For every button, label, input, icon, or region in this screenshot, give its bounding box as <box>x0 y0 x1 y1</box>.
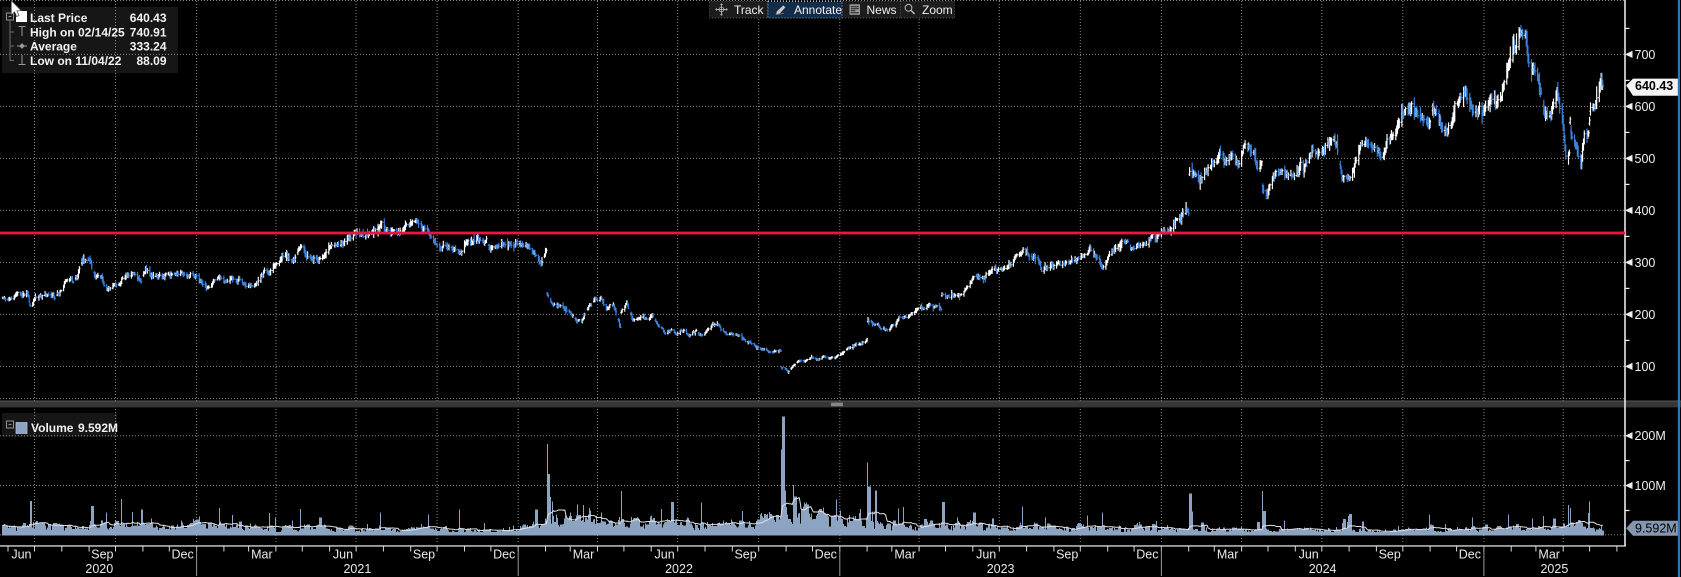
svg-text:Volume: Volume <box>31 421 74 435</box>
svg-text:Dec: Dec <box>171 548 193 562</box>
svg-text:9.592M: 9.592M <box>78 421 118 435</box>
svg-text:Average: Average <box>30 39 77 53</box>
svg-text:600: 600 <box>1635 100 1656 114</box>
svg-text:Jun: Jun <box>1299 548 1319 562</box>
svg-text:Dec: Dec <box>493 548 515 562</box>
svg-text:100: 100 <box>1635 360 1656 374</box>
svg-text:Dec: Dec <box>1459 548 1481 562</box>
svg-text:Dec: Dec <box>1136 548 1158 562</box>
svg-text:333.24: 333.24 <box>130 39 167 53</box>
svg-text:Mar: Mar <box>1217 548 1239 562</box>
svg-text:Mar: Mar <box>894 548 916 562</box>
svg-text:640.43: 640.43 <box>1635 79 1673 93</box>
svg-text:High on 02/14/25: High on 02/14/25 <box>30 25 125 39</box>
svg-text:Jun: Jun <box>976 548 996 562</box>
svg-text:Mar: Mar <box>1538 548 1560 562</box>
svg-text:Sep: Sep <box>734 548 756 562</box>
svg-text:2024: 2024 <box>1309 562 1337 576</box>
svg-text:200: 200 <box>1635 308 1656 322</box>
svg-text:Zoom: Zoom <box>922 3 953 17</box>
svg-text:Jun: Jun <box>11 548 31 562</box>
svg-text:400: 400 <box>1635 204 1656 218</box>
svg-text:700: 700 <box>1635 48 1656 62</box>
svg-text:88.09: 88.09 <box>136 54 166 68</box>
svg-text:640.43: 640.43 <box>130 11 167 25</box>
svg-text:Sep: Sep <box>1379 548 1401 562</box>
svg-text:Dec: Dec <box>815 548 837 562</box>
svg-text:Sep: Sep <box>413 548 435 562</box>
svg-text:Annotate: Annotate <box>794 3 842 17</box>
svg-text:Sep: Sep <box>1056 548 1078 562</box>
svg-text:Jun: Jun <box>655 548 675 562</box>
svg-text:300: 300 <box>1635 256 1656 270</box>
svg-text:Low on 11/04/22: Low on 11/04/22 <box>30 54 122 68</box>
svg-text:2022: 2022 <box>665 562 693 576</box>
svg-text:Last Price: Last Price <box>30 11 88 25</box>
svg-text:Jun: Jun <box>333 548 353 562</box>
svg-text:Mar: Mar <box>573 548 595 562</box>
svg-text:2021: 2021 <box>343 562 371 576</box>
svg-text:9.592M: 9.592M <box>1635 522 1677 536</box>
svg-text:2020: 2020 <box>85 562 113 576</box>
svg-text:News: News <box>867 3 897 17</box>
svg-text:500: 500 <box>1635 152 1656 166</box>
svg-text:2025: 2025 <box>1540 562 1568 576</box>
svg-text:740.91: 740.91 <box>130 25 167 39</box>
svg-text:Mar: Mar <box>251 548 273 562</box>
svg-text:2023: 2023 <box>987 562 1015 576</box>
svg-text:Sep: Sep <box>91 548 113 562</box>
svg-text:200M: 200M <box>1635 429 1666 443</box>
svg-text:Track: Track <box>734 3 765 17</box>
svg-text:100M: 100M <box>1635 479 1666 493</box>
